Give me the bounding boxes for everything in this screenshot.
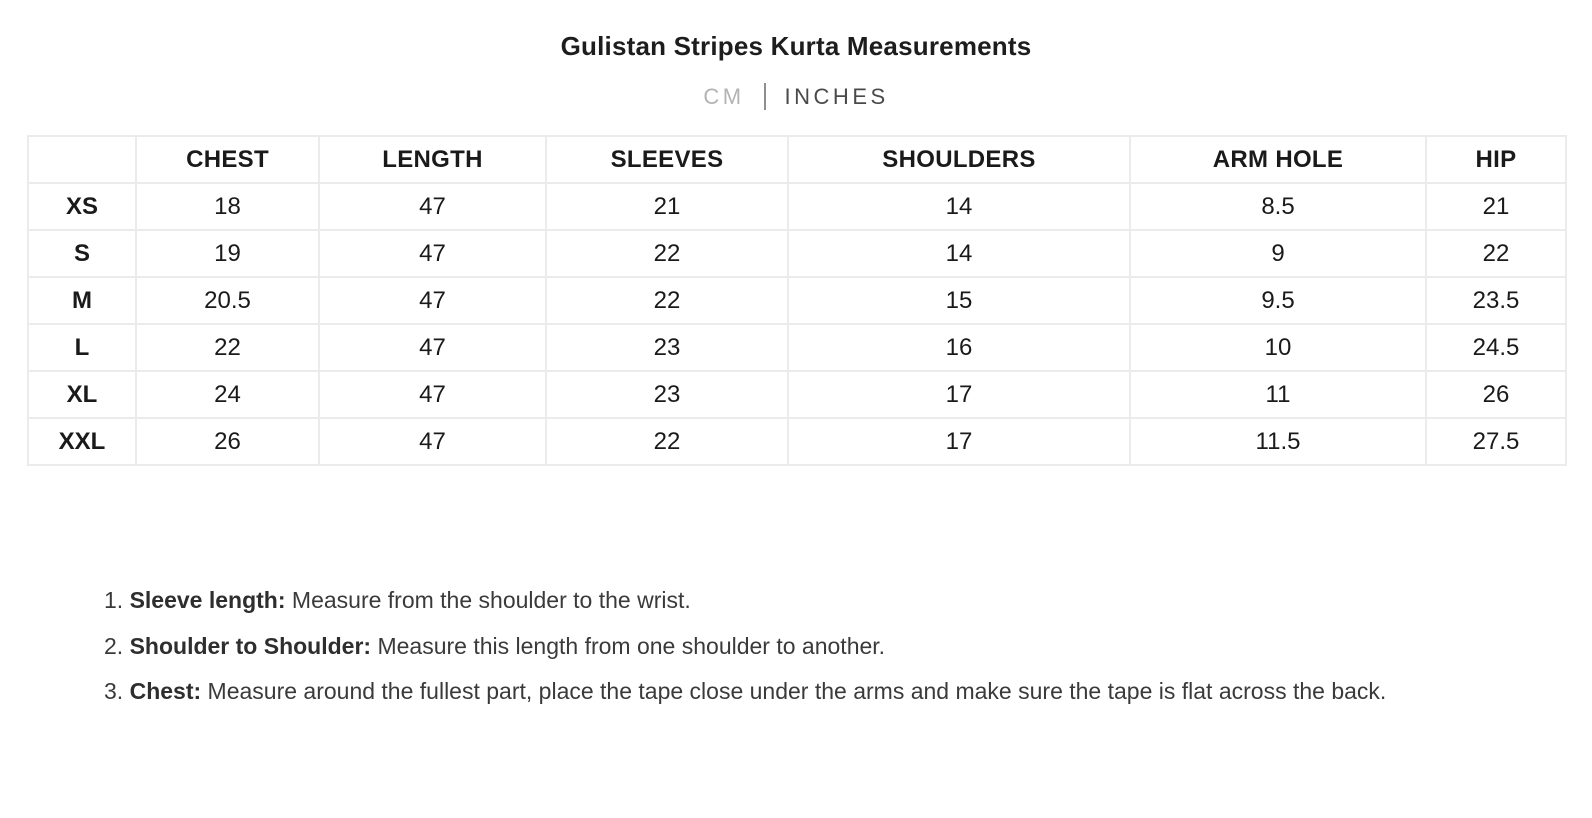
measurement-value: 23.5 bbox=[1425, 276, 1567, 325]
size-label: XXL bbox=[27, 417, 137, 466]
measurement-value: 9.5 bbox=[1129, 276, 1427, 325]
instruction-number: 1. bbox=[104, 587, 130, 613]
measurement-value: 47 bbox=[318, 370, 547, 419]
size-label: S bbox=[27, 229, 137, 278]
instruction-text: Measure this length from one shoulder to… bbox=[371, 632, 886, 659]
measurement-value: 9 bbox=[1129, 229, 1427, 278]
corner-cell bbox=[27, 135, 137, 184]
instruction-text: Measure from the shoulder to the wrist. bbox=[285, 587, 691, 613]
measurement-value: 22 bbox=[135, 323, 320, 372]
table-row-l: L 22 47 23 16 10 24.5 bbox=[27, 323, 1567, 372]
measurement-value: 22 bbox=[545, 417, 789, 466]
measurement-value: 24.5 bbox=[1425, 323, 1567, 372]
measurement-value: 20.5 bbox=[135, 276, 320, 325]
measurement-value: 22 bbox=[1425, 229, 1567, 278]
measurement-value: 11.5 bbox=[1129, 417, 1427, 466]
unit-toggle: CM INCHES bbox=[0, 83, 1592, 110]
unit-option-cm[interactable]: CM bbox=[703, 83, 745, 109]
measurement-value: 21 bbox=[545, 182, 789, 231]
measurement-value: 22 bbox=[545, 276, 789, 325]
table-row-xl: XL 24 47 23 17 11 26 bbox=[27, 370, 1567, 419]
measurement-value: 26 bbox=[135, 417, 320, 466]
measurement-value: 47 bbox=[318, 276, 547, 325]
column-header-arm-hole: ARM HOLE bbox=[1129, 135, 1427, 184]
table-row-xs: XS 18 47 21 14 8.5 21 bbox=[27, 182, 1567, 231]
measurement-value: 14 bbox=[787, 229, 1131, 278]
measurement-value: 47 bbox=[318, 182, 547, 231]
instruction-label: Shoulder to Shoulder: bbox=[129, 632, 372, 659]
measurement-instructions: 1. Sleeve length: Measure from the shoul… bbox=[104, 578, 1528, 715]
measurement-value: 47 bbox=[318, 417, 547, 466]
measurement-value: 10 bbox=[1129, 323, 1427, 372]
measurement-value: 21 bbox=[1425, 182, 1567, 231]
instruction-number: 3. bbox=[104, 678, 130, 704]
table-row-xxl: XXL 26 47 22 17 11.5 27.5 bbox=[27, 417, 1567, 466]
measurement-value: 18 bbox=[135, 182, 320, 231]
instruction-item-3: 3. Chest: Measure around the fullest par… bbox=[104, 669, 1528, 715]
measurements-table: CHEST LENGTH SLEEVES SHOULDERS ARM HOLE HIP X… bbox=[27, 135, 1567, 466]
instruction-item-2: 2. Shoulder to Shoulder: Measure this le… bbox=[104, 624, 1528, 670]
instruction-label: Sleeve length: bbox=[129, 587, 286, 613]
size-label: L bbox=[27, 323, 137, 372]
size-label: XS bbox=[27, 182, 137, 231]
unit-option-inches[interactable]: INCHES bbox=[784, 83, 889, 109]
measurement-value: 17 bbox=[787, 370, 1131, 419]
size-label: M bbox=[27, 276, 137, 325]
measurement-value: 27.5 bbox=[1425, 417, 1567, 466]
table-header-row: CHEST LENGTH SLEEVES SHOULDERS ARM HOLE HIP bbox=[27, 135, 1567, 184]
column-header-chest: CHEST bbox=[135, 135, 320, 184]
column-header-sleeves: SLEEVES bbox=[545, 135, 789, 184]
table-row-m: M 20.5 47 22 15 9.5 23.5 bbox=[27, 276, 1567, 325]
measurement-value: 8.5 bbox=[1129, 182, 1427, 231]
measurement-value: 22 bbox=[545, 229, 789, 278]
measurement-value: 14 bbox=[787, 182, 1131, 231]
measurements-table-wrap: CHEST LENGTH SLEEVES SHOULDERS ARM HOLE HIP X… bbox=[0, 135, 1592, 466]
column-header-length: LENGTH bbox=[318, 135, 547, 184]
measurement-value: 15 bbox=[787, 276, 1131, 325]
instruction-text: Measure around the fullest part, place t… bbox=[201, 678, 1387, 704]
column-header-shoulders: SHOULDERS bbox=[787, 135, 1131, 184]
measurement-value: 17 bbox=[787, 417, 1131, 466]
measurement-value: 23 bbox=[545, 370, 789, 419]
measurement-value: 16 bbox=[787, 323, 1131, 372]
unit-toggle-divider bbox=[763, 83, 766, 110]
measurement-value: 26 bbox=[1425, 370, 1567, 419]
column-header-hip: HIP bbox=[1425, 135, 1567, 184]
measurement-value: 19 bbox=[135, 229, 320, 278]
size-label: XL bbox=[27, 370, 137, 419]
measurement-value: 23 bbox=[545, 323, 789, 372]
measurement-value: 24 bbox=[135, 370, 320, 419]
instruction-item-1: 1. Sleeve length: Measure from the shoul… bbox=[104, 578, 1528, 624]
instruction-number: 2. bbox=[104, 632, 130, 659]
measurement-value: 47 bbox=[318, 229, 547, 278]
page-title: Gulistan Stripes Kurta Measurements bbox=[560, 31, 1032, 61]
measurement-value: 47 bbox=[318, 323, 547, 372]
instruction-label: Chest: bbox=[129, 678, 202, 704]
measurement-value: 11 bbox=[1129, 370, 1427, 419]
table-row-s: S 19 47 22 14 9 22 bbox=[27, 229, 1567, 278]
